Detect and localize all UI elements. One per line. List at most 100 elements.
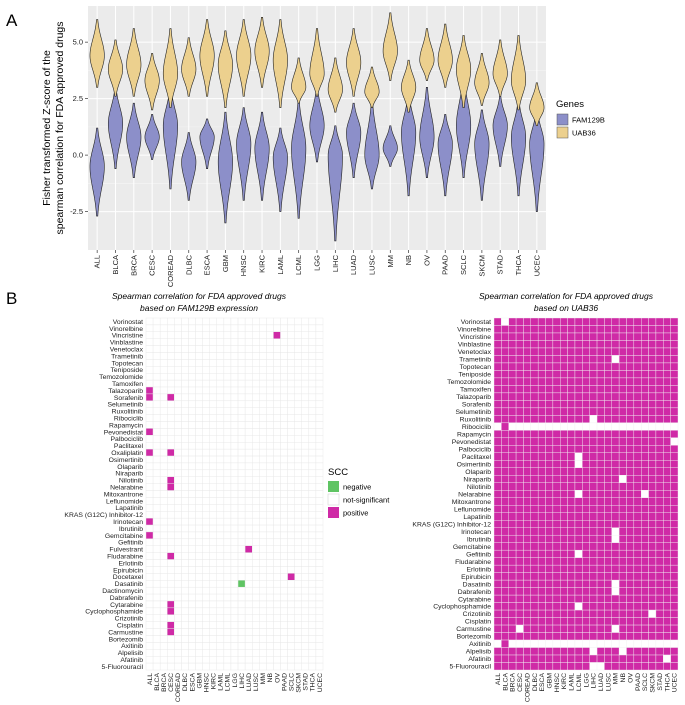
cell-epirubicin-lusc	[251, 566, 260, 574]
cell-niraparib-lihc	[237, 469, 246, 477]
cell-selumetinib-ucec	[670, 407, 679, 416]
cell-teniposide-skcm	[294, 366, 302, 374]
cell-talazoparib-gbm	[195, 386, 203, 395]
cell-talazoparib-blca	[152, 386, 161, 395]
violin-y-axis-title-line2: spearman correlation for FDA approved dr…	[54, 21, 66, 234]
cell-vorinostat-lgg	[230, 317, 239, 326]
cell-epirubicin-paad	[633, 572, 642, 581]
cell-topotecan-cesc	[167, 359, 175, 367]
cell-selumetinib-blca	[152, 400, 161, 408]
cell-nilotinib-esca	[188, 476, 196, 484]
cell-crizotinib-dlbc	[181, 614, 189, 622]
cell-epirubicin-hnsc	[552, 572, 561, 581]
cell-mitoxantrone-lcml	[574, 497, 583, 506]
drug-label-leflunomide: Leflunomide	[106, 498, 143, 505]
x-tick-label-luad: LUAD	[349, 254, 358, 275]
cell-carmustine-thca	[663, 624, 671, 633]
cell-leflunomide-brca	[508, 505, 517, 513]
drug-label-cytarabine: Cytarabine	[110, 602, 143, 609]
cell-dasatinib-lcml	[223, 580, 232, 588]
cell-trametinib-blca	[152, 352, 161, 360]
cell-dasatinib-blca	[152, 580, 161, 588]
cell-sorafenib-kirc	[560, 400, 568, 409]
cell-temozolomide-ov	[626, 377, 635, 386]
cell-ibrutinib-skcm	[294, 524, 302, 533]
cell-leflunomide-lusc	[251, 497, 260, 505]
cell-cytarabine-gbm	[545, 594, 554, 603]
cell-trametinib-esca	[537, 355, 546, 364]
cell-gemcitabine-mm	[611, 542, 620, 551]
cell-palbociclib-all	[145, 435, 154, 443]
cell-ruxolitinib-hnsc	[202, 407, 210, 415]
cell-dactinomycin-nb	[266, 586, 274, 595]
cell-cytarabine-lusc	[604, 594, 612, 603]
cell-bortezomib-dlbc	[530, 632, 539, 641]
cell-axitinib-luad	[596, 639, 605, 648]
cell-fulvestrant-lcml	[223, 545, 232, 553]
cell-kras-g12c-inhibitor-12-thca	[663, 520, 671, 528]
cell-vinblastine-nb	[266, 338, 274, 346]
cell-topotecan-skcm	[294, 359, 302, 367]
cell-kras-g12c-inhibitor-12-gbm	[195, 511, 203, 519]
cell-ribociclib-paad	[280, 414, 288, 422]
cell-5-fluorouracil-lcml	[223, 662, 232, 671]
cell-fulvestrant-lusc	[251, 545, 260, 553]
cell-dabrafenib-thca	[308, 593, 317, 602]
cell-crizotinib-blca	[152, 614, 161, 622]
cell-topotecan-blca	[152, 359, 161, 367]
cell-dasatinib-kirc	[209, 580, 218, 588]
cell-kras-g12c-inhibitor-12-sclc	[287, 511, 295, 519]
cell-cyclophosphamide-lusc	[604, 602, 612, 611]
cell-selumetinib-stad	[301, 400, 310, 408]
cell-osimertinib-nb	[618, 460, 627, 468]
cell-alpelisib-blca	[501, 647, 509, 656]
cell-temozolomide-luad	[596, 377, 605, 386]
cell-ribociclib-laml	[567, 422, 576, 431]
cell-teniposide-cesc	[515, 370, 524, 379]
drug-label-vorinostat: Vorinostat	[461, 319, 491, 326]
cell-epirubicin-lusc	[604, 572, 612, 581]
cell-olaparib-esca	[188, 462, 196, 471]
x-tick-label-ov: OV	[422, 255, 431, 266]
cell-epirubicin-lcml	[574, 572, 583, 581]
cell-temozolomide-nb	[618, 377, 627, 386]
cell-nilotinib-cesc	[515, 482, 524, 491]
cell-sorafenib-gbm	[545, 400, 554, 409]
cell-venetoclax-sclc	[287, 345, 295, 353]
cell-cytarabine-laml	[567, 594, 576, 603]
cell-palbociclib-ov	[273, 435, 281, 443]
cell-axitinib-ucec	[315, 642, 324, 650]
cell-fulvestrant-thca	[308, 545, 317, 553]
cell-pevonedistat-cesc	[515, 437, 524, 446]
cell-ribociclib-lusc	[604, 422, 612, 431]
cell-olaparib-dlbc	[530, 467, 539, 476]
x-tick-label-blca: BLCA	[111, 255, 120, 275]
cell-cyclophosphamide-blca	[501, 602, 509, 611]
cell-cyclophosphamide-stad	[655, 602, 664, 611]
heatmap-uab36: Spearman correlation for FDA approved dr…	[412, 291, 678, 702]
cell-sorafenib-hnsc	[552, 400, 561, 409]
cell-trametinib-ov	[273, 352, 281, 360]
violin-uab36-brca	[126, 28, 142, 97]
cell-gefitinib-kirc	[209, 538, 218, 546]
cell-vincristine-brca	[159, 331, 168, 339]
cell-ruxolitinib-ov	[273, 407, 281, 415]
drug-label-topotecan: Topotecan	[460, 364, 492, 371]
cell-rapamycin-lusc	[251, 421, 260, 429]
cell-dasatinib-mm	[259, 580, 267, 588]
cell-afatinib-hnsc	[552, 654, 561, 663]
cell-vinblastine-mm	[259, 338, 267, 346]
cell-cytarabine-mm	[259, 600, 267, 609]
legend-swatch-uab36	[556, 126, 569, 139]
cell-nelarabine-luad	[596, 490, 605, 498]
cell-paclitaxel-gbm	[545, 452, 554, 461]
cell-ruxolitinib-cesc	[515, 415, 524, 424]
cell-nilotinib-luad	[244, 476, 253, 484]
cell-temozolomide-cesc	[515, 377, 524, 386]
cell-dabrafenib-coread	[523, 587, 532, 596]
cell-fludarabine-luad	[596, 557, 605, 566]
cell-cyclophosphamide-mm	[259, 607, 267, 615]
cell-teniposide-stad	[655, 370, 664, 379]
cell-alpelisib-sclc	[287, 649, 295, 657]
cell-nelarabine-ucec	[315, 483, 324, 491]
